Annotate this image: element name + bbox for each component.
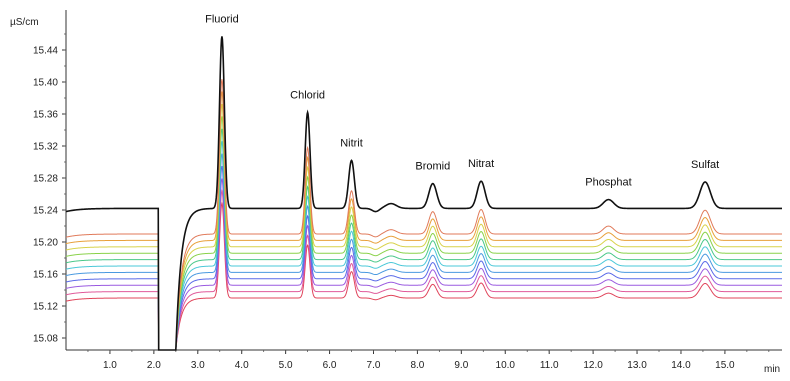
y-tick-label: 15.44 (33, 46, 58, 57)
y-tick-label: 15.24 (33, 206, 58, 217)
peak-label-chlorid: Chlorid (290, 89, 325, 101)
x-tick-label: 3.0 (191, 360, 205, 371)
trace-replicate (65, 153, 782, 351)
x-tick-label: 4.0 (235, 360, 249, 371)
x-tick-group: 1.0 2.0 3.0 4.0 5.0 6.0 7.0 8.0 9.0 10.0 11.0 12.0 1… (87, 350, 770, 371)
trace-replicate (65, 91, 782, 351)
trace-replicate (65, 166, 782, 351)
trace-replicate (65, 116, 782, 351)
x-tick-label: 15.0 (715, 360, 735, 371)
trace-replicate (65, 79, 782, 351)
y-tick-label: 15.16 (33, 270, 58, 281)
x-tick-label: 9.0 (454, 360, 468, 371)
x-tick-label: 1.0 (103, 360, 117, 371)
y-tick-label: 15.20 (33, 238, 58, 249)
trace-replicate (65, 201, 782, 351)
y-axis-unit-label: µS/cm (10, 17, 39, 28)
x-tick-label: 6.0 (323, 360, 337, 371)
trace-group (65, 36, 782, 351)
trace-replicate (65, 189, 782, 351)
y-tick-label: 15.32 (33, 142, 58, 153)
x-tick-label: 11.0 (540, 360, 559, 371)
x-tick-label: 13.0 (627, 360, 647, 371)
x-tick-label: 7.0 (367, 360, 381, 371)
y-tick-label: 15.36 (33, 110, 58, 121)
y-tick-label: 15.08 (33, 334, 58, 345)
trace-replicate (65, 128, 782, 351)
y-tick-label: 15.40 (33, 78, 58, 89)
peak-label-phosphat: Phosphat (585, 177, 631, 189)
trace-replicate (65, 178, 782, 351)
peak-label-nitrat: Nitrat (468, 158, 494, 170)
x-tick-label: 8.0 (410, 360, 424, 371)
y-tick-group: 15.08 15.12 15.16 15.20 15.24 15.28 15.32 15.36… (33, 33, 66, 345)
peak-label-group: Fluorid Chlorid Nitrit Bromid Nitrat Phosphat… (205, 13, 719, 188)
peak-label-sulfat: Sulfat (691, 159, 719, 171)
peak-label-nitrit: Nitrit (340, 137, 363, 149)
trace-replicate (65, 141, 782, 351)
x-tick-label: 14.0 (671, 360, 691, 371)
peak-label-bromid: Bromid (415, 161, 450, 173)
x-tick-label: 5.0 (279, 360, 293, 371)
x-axis-unit-label: min (764, 364, 780, 375)
y-tick-label: 15.28 (33, 174, 58, 185)
axes (65, 10, 782, 351)
trace-main (65, 36, 782, 351)
peak-label-fluorid: Fluorid (205, 13, 239, 25)
x-tick-label: 2.0 (147, 360, 161, 371)
trace-replicate (65, 103, 782, 351)
x-tick-label: 10.0 (496, 360, 516, 371)
y-tick-label: 15.12 (33, 302, 58, 313)
x-tick-label: 12.0 (583, 360, 603, 371)
